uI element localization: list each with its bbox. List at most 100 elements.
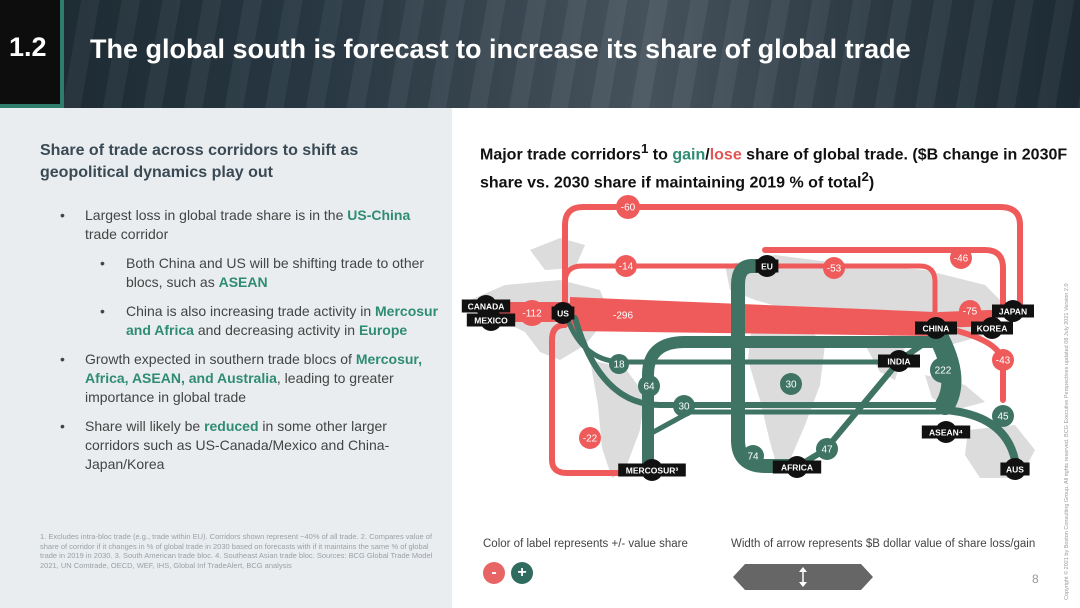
minus-legend-icon: -	[483, 562, 505, 584]
value-label: -46	[954, 254, 969, 265]
value-bubble	[742, 445, 764, 467]
chart-title-text: Major trade corridors	[480, 146, 641, 164]
bullet-text: in some other larger corridors such as U…	[85, 418, 390, 472]
corridor-china-africa	[792, 333, 938, 471]
value-label: 74	[747, 452, 759, 463]
bullet-item: Share will likely be reduced in some oth…	[40, 417, 440, 474]
footnotes: 1. Excludes intra-bloc trade (e.g., trad…	[40, 532, 433, 570]
section-number: 1.2	[9, 32, 47, 62]
chart-title-text: share of global trade. ($B change in 203…	[480, 146, 1068, 192]
value-labels: -60 -14 -53 -46 -112 -296 -75 -43 -22 18 64 30 30 47 7…	[519, 195, 1014, 467]
node-label-mercosur: MERCOSUR³	[626, 466, 679, 476]
value-label: -53	[827, 264, 842, 275]
copyright-notice: Copyright © 2021 by Boston Consulting Gr…	[1064, 283, 1070, 600]
bullet-item: Growth expected in southern trade blocs …	[40, 350, 440, 407]
bullet-text: US-China	[347, 207, 411, 223]
node-label-us: US	[557, 309, 569, 319]
bullet-item: China is also increasing trade activity …	[40, 302, 440, 340]
value-label: -296	[613, 311, 633, 322]
node-label-box	[755, 259, 779, 273]
node-label-box	[878, 354, 920, 368]
bullet-list: Largest loss in global trade share is in…	[40, 206, 440, 484]
legend-color-text: Color of label represents +/- value shar…	[483, 538, 688, 550]
chart-title-text: to	[648, 146, 673, 164]
value-label: 222	[935, 366, 952, 377]
value-label: -14	[619, 262, 634, 273]
bullet-text: Largest loss in global trade share is in…	[85, 207, 348, 223]
page-title: The global south is forecast to increase…	[90, 34, 911, 64]
bullet-text: Mercosur and Africa	[126, 303, 439, 338]
node-label-box	[551, 306, 575, 320]
value-label: 45	[997, 412, 1009, 423]
value-bubble	[930, 357, 956, 383]
bullet-text: Growth expected in southern trade blocs …	[85, 351, 356, 367]
value-label: 30	[785, 380, 797, 391]
bullet-text: Mercosur, Africa, ASEAN, and Australia	[85, 351, 422, 386]
node-label-asean: ASEAN⁴	[929, 428, 963, 438]
chart-title-slash: /	[705, 146, 710, 164]
node-label-box	[618, 463, 686, 477]
bullet-text: and decreasing activity in	[193, 322, 359, 338]
value-bubble	[992, 405, 1014, 427]
chart-title-footnote-1: 1	[640, 141, 649, 156]
value-bubble	[616, 195, 640, 219]
header-banner: 1.2 The global south is forecast to incr…	[0, 0, 1080, 108]
corridor-us-mercosur	[549, 309, 648, 476]
value-bubble	[992, 349, 1014, 371]
bullet-text: China is also increasing trade activity …	[126, 303, 376, 319]
value-bubble	[816, 438, 838, 460]
bullet-text: Share will likely be	[85, 418, 205, 434]
bullet-item: Both China and US will be shifting trade…	[40, 254, 440, 292]
value-label: 30	[678, 402, 690, 413]
value-label: 18	[613, 360, 625, 371]
chart-title: Major trade corridors1 to gain/lose shar…	[480, 138, 1070, 195]
value-label: -22	[583, 434, 598, 445]
value-bubble	[519, 300, 545, 326]
node-labels: CANADA MEXICO US EU CHINA JAPAN KOREA INDIA ASEA…	[461, 255, 1034, 481]
value-bubble	[959, 300, 981, 322]
node-label-africa: AFRICA	[781, 463, 813, 473]
corridor-us-eu	[562, 263, 768, 315]
corridor-us-japan	[562, 204, 1023, 315]
node-label-box	[971, 321, 1013, 335]
bullet-text: ASEAN	[218, 274, 268, 290]
value-label: -75	[963, 307, 978, 318]
bullet-text: trade corridor	[85, 226, 169, 242]
corridor-eu-japan	[762, 247, 1006, 308]
node-label-aus: AUS	[1006, 465, 1024, 475]
bullet-text: Both China and US will be shifting trade…	[126, 255, 425, 290]
value-bubble	[673, 395, 695, 417]
plus-legend-icon: +	[511, 562, 533, 584]
value-label: 64	[643, 382, 655, 393]
legend-width-text: Width of arrow represents $B dollar valu…	[731, 538, 1036, 550]
value-bubble	[579, 427, 601, 449]
bullet-text: reduced	[204, 418, 259, 434]
value-bubble	[615, 255, 637, 277]
node-label-box	[915, 321, 957, 335]
value-bubble	[609, 354, 629, 374]
value-bubble	[823, 257, 845, 279]
page-number: 8	[1032, 572, 1039, 586]
corridor-us-asean	[572, 315, 948, 408]
corridor-eu-china	[762, 263, 938, 331]
node-label-india: INDIA	[887, 357, 910, 367]
value-bubble	[638, 375, 660, 397]
left-panel: Share of trade across corridors to shift…	[0, 108, 452, 608]
node-label-canada: CANADA	[468, 302, 505, 312]
left-heading: Share of trade across corridors to shift…	[40, 142, 359, 181]
bullet-item: Largest loss in global trade share is in…	[40, 206, 440, 244]
node-label-box	[921, 425, 971, 439]
arrow-width-icon	[733, 564, 873, 590]
value-label: 47	[821, 445, 833, 456]
value-label: -60	[621, 203, 636, 214]
node-label-japan: JAPAN	[999, 307, 1027, 317]
corridor-us-china	[570, 297, 935, 336]
value-bubble	[950, 247, 972, 269]
node-label-mexico: MEXICO	[474, 316, 508, 326]
trade-corridor-map: -60 -14 -53 -46 -112 -296 -75 -43 -22 18 64 30 30 47 7…	[461, 195, 1035, 481]
node-label-china: CHINA	[923, 324, 950, 334]
value-label: -112	[522, 309, 542, 320]
chart-title-gain: gain	[672, 146, 706, 164]
chart-title-lose: lose	[709, 146, 742, 164]
node-label-box	[1000, 462, 1030, 476]
